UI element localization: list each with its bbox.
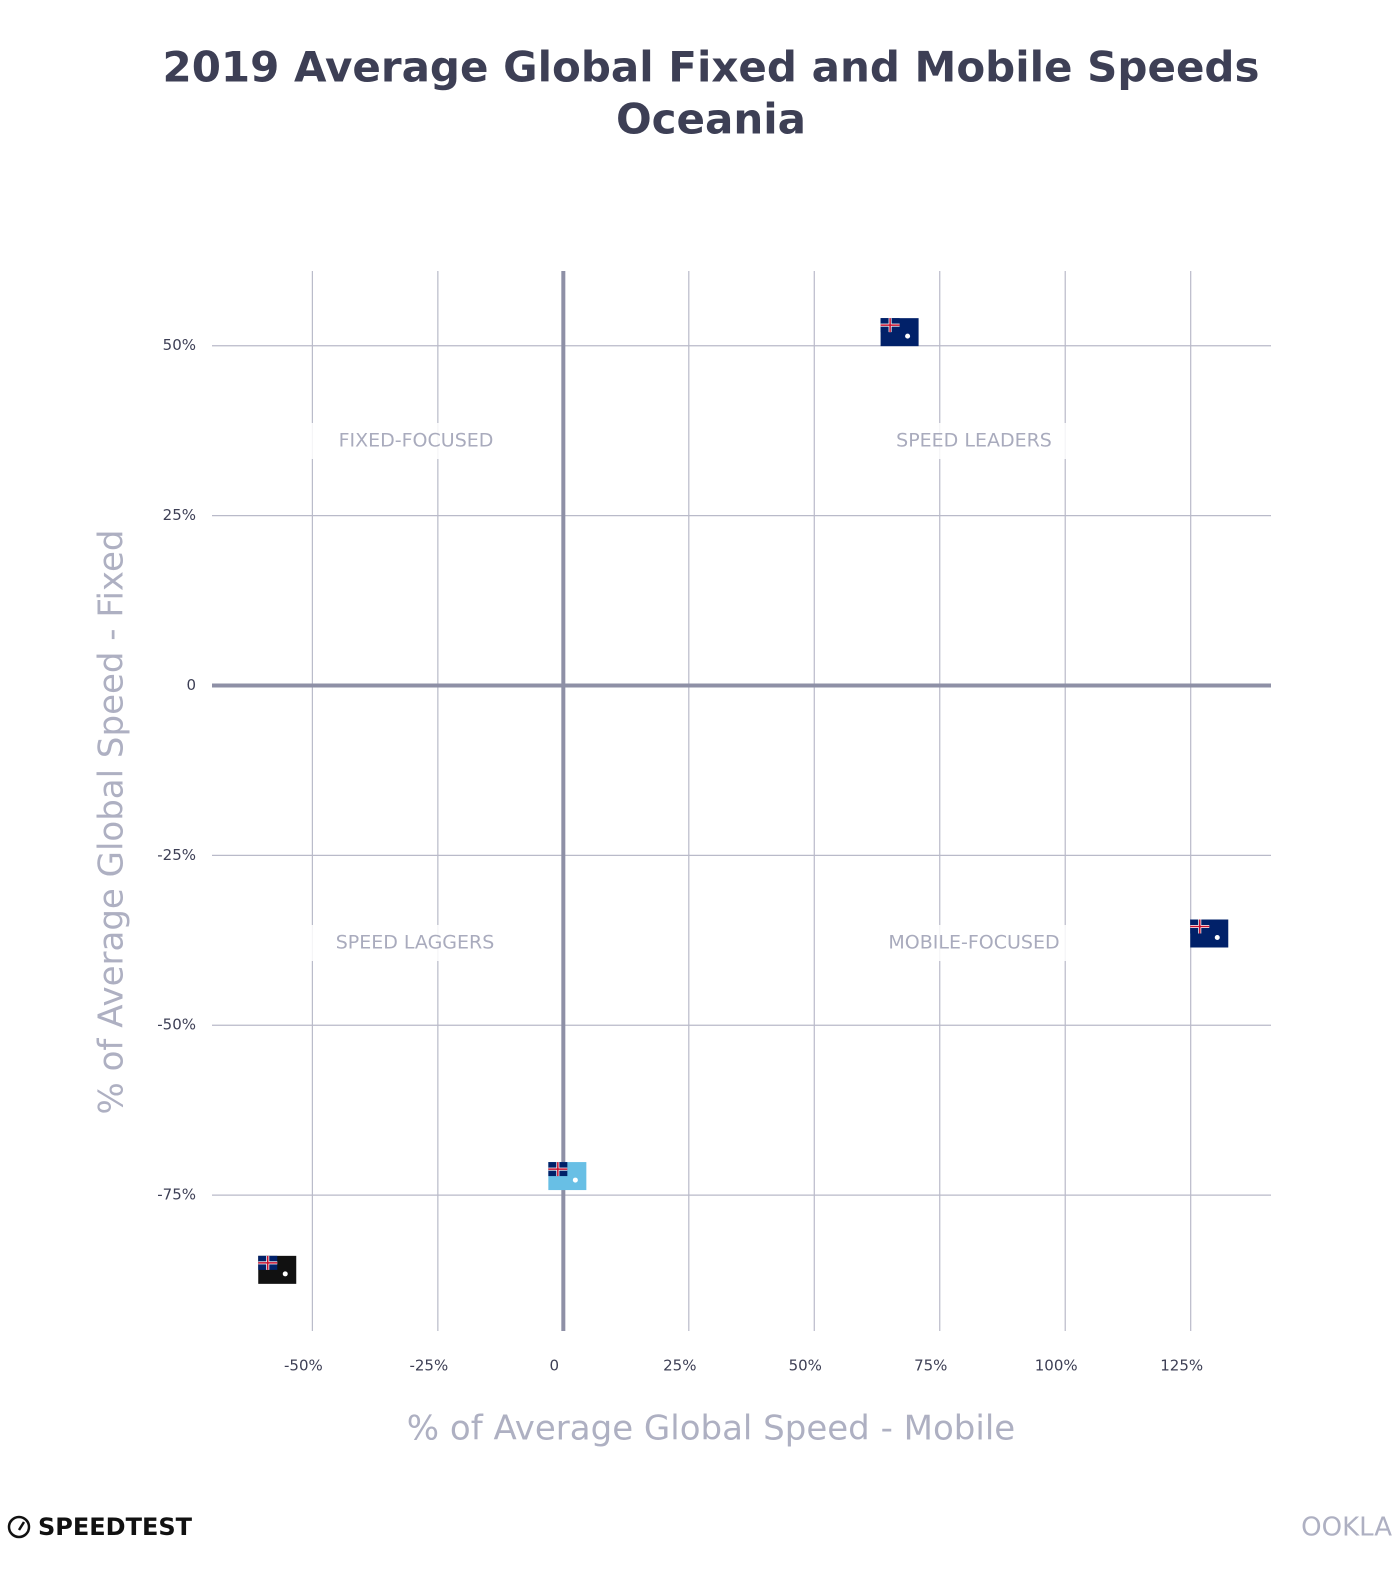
x-tick-label: 125%: [1160, 1357, 1203, 1375]
speedtest-logo: SPEEDTEST: [7, 1513, 193, 1541]
chart-subtitle: Oceania: [616, 95, 806, 144]
footer-left: SPEEDTEST: [38, 1513, 193, 1541]
y-tick-label: 50%: [163, 336, 196, 354]
x-axis-title: % of Average Global Speed - Mobile: [407, 1409, 1015, 1449]
logo-icon: [7, 1515, 31, 1539]
x-tick-label: -25%: [409, 1357, 448, 1375]
logo-needle: [17, 1521, 26, 1531]
flag-point: [1190, 919, 1229, 948]
x-tick-label: 75%: [914, 1357, 947, 1375]
quadrant-label: SPEED LEADERS: [896, 430, 1052, 452]
flag-star: [282, 1271, 288, 1277]
flag-star: [572, 1177, 578, 1183]
x-tick-label: 25%: [663, 1357, 696, 1375]
flag-star: [1214, 935, 1220, 940]
y-tick-label: 0: [186, 676, 196, 694]
flag-cross-red: [258, 1255, 278, 1270]
annotation-bg: [868, 925, 1080, 961]
x-tick-label: 50%: [789, 1357, 822, 1375]
y-tick-label: -50%: [157, 1016, 196, 1034]
x-tick-label: 100%: [1035, 1357, 1078, 1375]
chart-title: 2019 Average Global Fixed and Mobile Spe…: [162, 43, 1259, 92]
y-axis-title: % of Average Global Speed - Fixed: [92, 530, 132, 1115]
annotation-bg: [310, 423, 522, 459]
quadrant-label: MOBILE-FOCUSED: [888, 932, 1059, 954]
x-tick-label: -50%: [284, 1357, 323, 1375]
y-tick-label: -25%: [157, 846, 196, 864]
flag-point: [880, 318, 919, 347]
y-tick-label: 25%: [163, 506, 196, 524]
flag-cross-red: [548, 1162, 568, 1177]
quadrant-label: SPEED LAGGERS: [336, 932, 495, 954]
flag-cross-red: [880, 318, 900, 333]
quadrant-label: FIXED-FOCUSED: [339, 430, 494, 452]
y-tick-label: -75%: [157, 1186, 196, 1204]
flag-point: [548, 1162, 587, 1191]
annotation-bg: [309, 925, 521, 961]
footer-right: OOKLA: [1301, 1513, 1392, 1543]
flag-point: [258, 1255, 297, 1284]
x-tick-label: 0: [550, 1357, 560, 1375]
flag-cross-red: [1190, 919, 1210, 934]
flag-star: [905, 333, 911, 339]
annotation-bg: [868, 423, 1080, 459]
